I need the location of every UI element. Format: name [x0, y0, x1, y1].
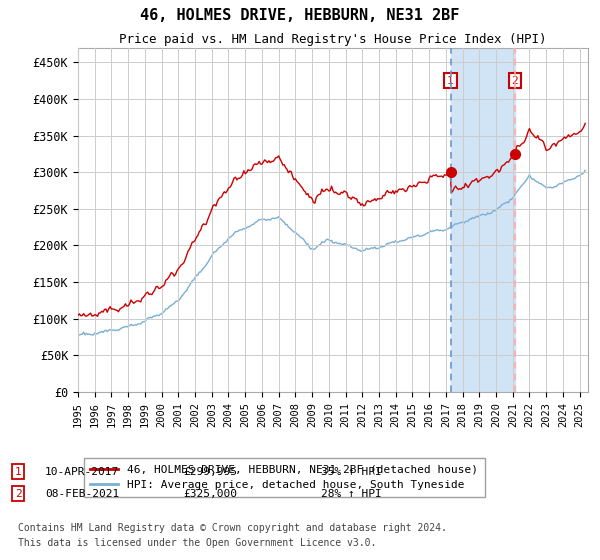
Text: £325,000: £325,000 [183, 489, 237, 499]
Text: 46, HOLMES DRIVE, HEBBURN, NE31 2BF: 46, HOLMES DRIVE, HEBBURN, NE31 2BF [140, 8, 460, 24]
Text: 28% ↑ HPI: 28% ↑ HPI [321, 489, 382, 499]
Text: 1: 1 [14, 466, 22, 477]
Text: Contains HM Land Registry data © Crown copyright and database right 2024.: Contains HM Land Registry data © Crown c… [18, 523, 447, 533]
Text: 35% ↑ HPI: 35% ↑ HPI [321, 466, 382, 477]
Text: 08-FEB-2021: 08-FEB-2021 [45, 489, 119, 499]
Text: 1: 1 [447, 76, 454, 86]
Text: This data is licensed under the Open Government Licence v3.0.: This data is licensed under the Open Gov… [18, 538, 376, 548]
Bar [451, 48, 515, 392]
Legend: 46, HOLMES DRIVE, HEBBURN, NE31 2BF (detached house), HPI: Average price, detach: 46, HOLMES DRIVE, HEBBURN, NE31 2BF (det… [83, 458, 485, 497]
Text: 10-APR-2017: 10-APR-2017 [45, 466, 119, 477]
Text: 2: 2 [14, 489, 22, 499]
Text: £299,995: £299,995 [183, 466, 237, 477]
Text: 2: 2 [511, 76, 518, 86]
Title: Price paid vs. HM Land Registry's House Price Index (HPI): Price paid vs. HM Land Registry's House … [119, 34, 547, 46]
